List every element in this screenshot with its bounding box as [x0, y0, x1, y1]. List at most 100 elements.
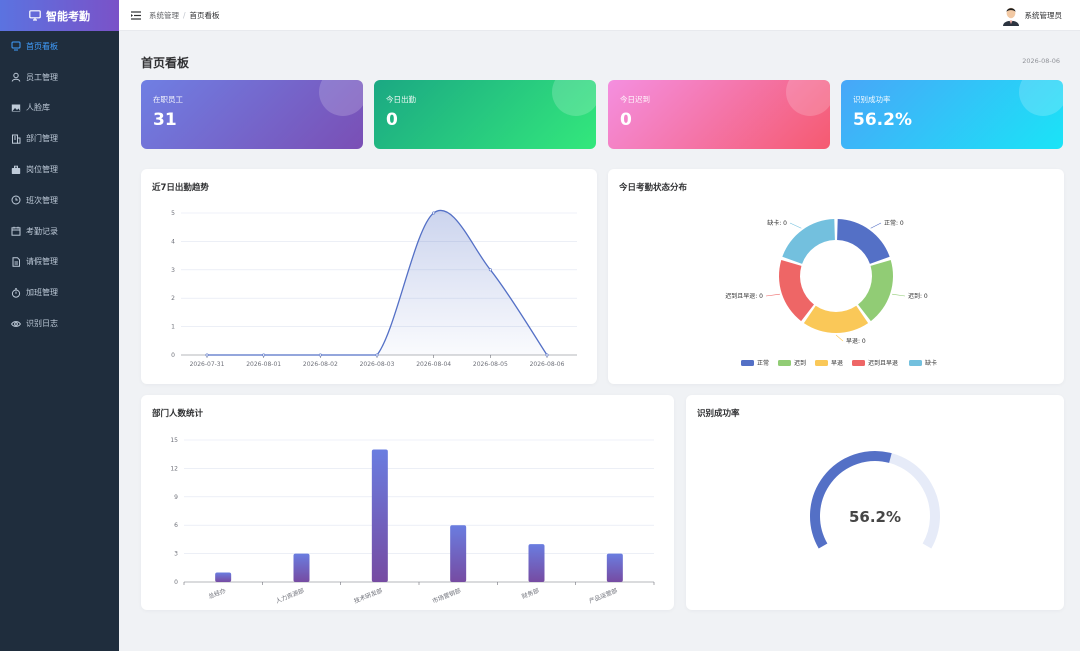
slice-label: 迟到且早退: 0: [725, 292, 763, 300]
data-point: [262, 353, 266, 357]
data-point: [545, 353, 549, 357]
y-tick-label: 2: [171, 295, 175, 302]
user-icon: [11, 72, 21, 82]
sidebar-menu: 首页看板 员工管理 人脸库 部门管理 岗位管理 班次管理 考勤记录 请假管理: [0, 31, 119, 339]
legend-label: 迟到: [794, 359, 806, 367]
recognition-rate-panel: 识别成功率 56.2%: [686, 395, 1064, 610]
data-point: [205, 353, 209, 357]
y-tick-label: 0: [171, 352, 175, 359]
sidebar-item-label: 考勤记录: [26, 226, 58, 236]
recognition-rate-gauge: 56.2%: [810, 451, 940, 549]
menu-toggle-icon[interactable]: [131, 10, 141, 20]
x-tick-label: 2026-08-05: [473, 361, 508, 368]
sidebar-item-faces[interactable]: 人脸库: [0, 93, 119, 124]
bar-财务部: [528, 544, 545, 582]
x-tick-label: 产品运营部: [588, 586, 619, 605]
legend-swatch: [778, 360, 791, 366]
y-tick-label: 1: [171, 324, 175, 331]
x-tick-label: 2026-08-03: [360, 361, 395, 368]
x-tick-label: 市场营销部: [431, 586, 462, 605]
attendance-trend-panel: 近7日出勤趋势 0 1 2 3 4 5 2026-07-31 2026-08-01 2026-0…: [141, 169, 597, 384]
stat-card-late[interactable]: 今日迟到 0: [608, 80, 830, 149]
breadcrumb-item-current: 首页看板: [189, 10, 220, 20]
slice-正常: [837, 219, 890, 264]
y-tick-label: 3: [174, 551, 178, 558]
attendance-trend-chart: 0 1 2 3 4 5 2026-07-31 2026-08-01 2026-08-02 2026…: [171, 209, 577, 368]
bar-市场营销部: [450, 525, 467, 582]
stat-card-attendance[interactable]: 今日出勤 0: [374, 80, 596, 149]
avatar: [1000, 4, 1021, 26]
attendance-status-panel: 今日考勤状态分布 正常: 0 迟到: 0 早退: 0 迟到且早退: 0 缺卡: 0 正常 迟…: [608, 169, 1064, 384]
stat-card-employees[interactable]: 在职员工 31: [141, 80, 363, 149]
slice-label: 迟到: 0: [908, 292, 928, 300]
bar-产品运营部: [606, 553, 623, 582]
clock-icon: [11, 195, 21, 205]
legend-swatch: [815, 360, 828, 366]
breadcrumb-item-system[interactable]: 系统管理: [149, 10, 179, 20]
user-name: 系统管理员: [1024, 10, 1063, 20]
sidebar-item-positions[interactable]: 岗位管理: [0, 154, 119, 185]
stat-value: 0: [620, 110, 632, 130]
sidebar-item-overtime[interactable]: 加班管理: [0, 277, 119, 308]
sidebar-item-logs[interactable]: 识别日志: [0, 308, 119, 339]
sidebar-item-dashboard[interactable]: 首页看板: [0, 31, 119, 62]
x-tick-label: 财务部: [521, 586, 541, 600]
bar-技术研发部: [371, 449, 388, 582]
gauge-value: 56.2%: [849, 508, 901, 526]
sidebar-item-employees[interactable]: 员工管理: [0, 62, 119, 93]
stat-card-recognition-rate[interactable]: 识别成功率 56.2%: [841, 80, 1063, 149]
slice-leader: [892, 293, 906, 297]
x-tick-label: 人力资源部: [274, 586, 305, 605]
calendar-icon: [11, 226, 21, 236]
y-tick-label: 4: [171, 238, 175, 245]
sidebar-item-departments[interactable]: 部门管理: [0, 123, 119, 154]
slice-leader: [765, 293, 780, 297]
y-tick-label: 5: [171, 210, 175, 217]
stat-value: 56.2%: [853, 110, 912, 130]
sidebar-item-label: 加班管理: [26, 288, 58, 298]
slice-label: 缺卡: 0: [767, 219, 787, 227]
sidebar-item-records[interactable]: 考勤记录: [0, 216, 119, 247]
sidebar-item-label: 岗位管理: [26, 165, 58, 175]
decorative-circle: [786, 80, 830, 116]
building-icon: [11, 134, 21, 144]
x-tick-label: 技术研发部: [353, 586, 384, 605]
slice-leader: [835, 334, 844, 342]
x-tick-label: 总经办: [207, 586, 227, 600]
breadcrumb-separator: /: [183, 10, 186, 20]
legend-label: 缺卡: [925, 359, 937, 367]
slice-缺卡: [782, 219, 835, 264]
briefcase-icon: [11, 165, 21, 175]
trend-area: [207, 210, 547, 355]
timer-icon: [11, 288, 21, 298]
y-tick-label: 15: [170, 437, 178, 444]
brand[interactable]: 智能考勤: [0, 0, 119, 31]
user-menu[interactable]: 系统管理员: [1000, 4, 1063, 26]
data-point: [432, 211, 436, 215]
sidebar-item-leave[interactable]: 请假管理: [0, 247, 119, 278]
stat-value: 31: [153, 110, 177, 130]
x-tick-label: 2026-07-31: [190, 361, 225, 368]
eye-icon: [11, 319, 21, 329]
brand-title: 智能考勤: [46, 9, 90, 23]
department-headcount-panel: 部门人数统计 0 3 6 9 12 15 总经办 人力资源部 技术研发部 市场营销部 财务部 产品运营…: [141, 395, 674, 610]
data-point: [488, 268, 492, 272]
gauge-progress: [810, 451, 892, 549]
stat-label: 在职员工: [153, 95, 183, 104]
legend-swatch: [909, 360, 922, 366]
stat-label: 今日出勤: [386, 95, 416, 104]
x-tick-label: 2026-08-01: [246, 361, 281, 368]
bar-总经办: [215, 572, 232, 582]
page-date: 2026-08-06: [1022, 57, 1060, 65]
attendance-status-chart: 正常: 0 迟到: 0 早退: 0 迟到且早退: 0 缺卡: 0 正常 迟到 早退 迟到且早退 缺…: [725, 219, 937, 367]
slice-迟到: [858, 260, 893, 322]
y-tick-label: 9: [174, 494, 178, 501]
breadcrumb: 系统管理 / 首页看板: [149, 10, 220, 21]
sidebar-item-shifts[interactable]: 班次管理: [0, 185, 119, 216]
x-tick-label: 2026-08-06: [530, 361, 565, 368]
image-icon: [11, 103, 21, 113]
sidebar-item-label: 识别日志: [26, 319, 58, 329]
y-tick-label: 6: [174, 522, 178, 529]
slice-迟到且早退: [779, 260, 814, 322]
legend-swatch: [741, 360, 754, 366]
